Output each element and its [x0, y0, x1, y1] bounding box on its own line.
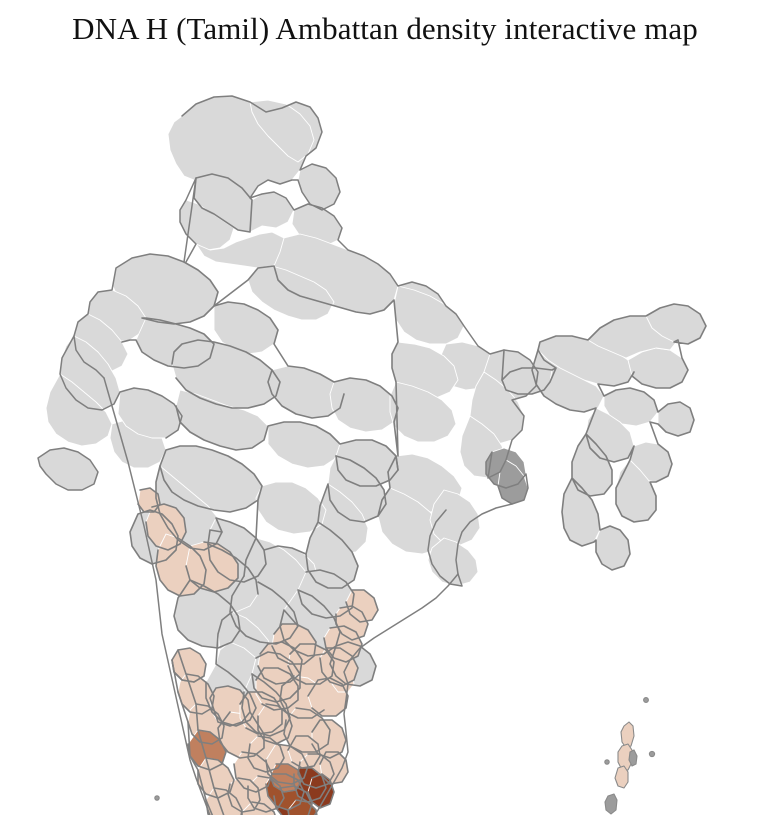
map-svg[interactable]: [0, 52, 770, 815]
island-south-andaman: [614, 765, 629, 789]
state-boundaries: [37, 95, 707, 815]
india-choropleth-map[interactable]: [0, 52, 770, 815]
island-north-andaman: [620, 721, 635, 749]
page-title: DNA H (Tamil) Ambattan density interacti…: [72, 11, 698, 46]
island-little-andaman: [604, 793, 618, 815]
island-dot-1: [643, 697, 649, 703]
island-dot-3: [604, 759, 610, 765]
island-middle-andaman: [617, 743, 633, 771]
island-lakshadweep: [154, 795, 160, 801]
island-dot-2: [648, 750, 656, 758]
island-baratang: [628, 749, 638, 767]
